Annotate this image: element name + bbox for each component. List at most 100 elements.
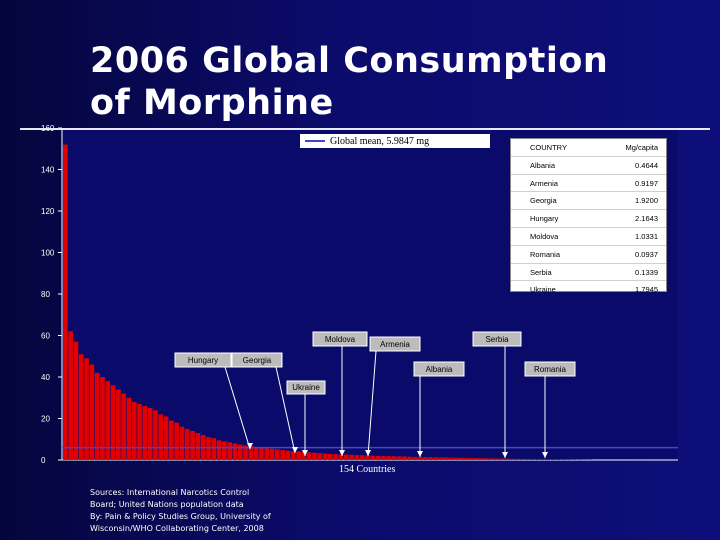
bar [137, 403, 142, 460]
bar [492, 458, 497, 460]
bar [338, 454, 344, 460]
annotation-box-hungary [174, 352, 232, 368]
bar [497, 458, 503, 460]
bar [428, 457, 434, 460]
annotation-box-armenia [369, 336, 421, 352]
bar [423, 457, 429, 460]
bar [402, 456, 407, 460]
bar [518, 458, 524, 460]
bar [550, 459, 556, 460]
bar [529, 459, 535, 460]
y-tick-label: 60 [41, 332, 50, 341]
bar [476, 458, 482, 460]
bar [312, 452, 317, 460]
bar [222, 441, 227, 460]
bar [328, 453, 333, 460]
bar [434, 457, 439, 460]
annotation-label-moldova: Moldova [325, 335, 356, 344]
bar [487, 458, 492, 460]
mean-legend-box [300, 134, 490, 148]
bar [386, 456, 391, 460]
annotation-box-georgia [231, 352, 283, 368]
bar [100, 377, 105, 460]
annotation-label-georgia: Georgia [243, 356, 272, 365]
bar [418, 456, 423, 460]
bar [253, 446, 259, 460]
annotation-arrowhead [247, 443, 253, 449]
bar [121, 393, 126, 460]
bar [275, 449, 280, 460]
bar [513, 458, 519, 460]
annotation-label-ukraine: Ukraine [292, 383, 320, 392]
annotation-arrowhead [502, 452, 508, 458]
bar [248, 446, 254, 460]
table-cell-value: 0.4644 [635, 160, 658, 170]
annotation-label-romania: Romania [534, 365, 567, 374]
bar [94, 372, 100, 460]
title-divider [20, 128, 710, 130]
table-cell-country: Ukraine [530, 285, 556, 295]
slide-title: 2006 Global Consumption of Morphine [90, 40, 710, 124]
bar [290, 451, 296, 460]
annotation-label-armenia: Armenia [380, 340, 410, 349]
bar [455, 457, 460, 460]
country-table: COUNTRY Mg/capita Albania 0.4644 Armenia 0.91… [510, 138, 667, 295]
annotation-label-hungary: Hungary [188, 356, 218, 365]
bar [375, 455, 381, 460]
bar [285, 450, 291, 460]
table-cell-value: 0.1339 [635, 267, 658, 277]
sources-line-1: Sources: International Narcotics Control [90, 488, 250, 497]
bar [349, 454, 354, 460]
bar [391, 456, 397, 460]
y-tick-label: 140 [41, 166, 55, 175]
bar [73, 341, 79, 460]
annotation-arrowhead [339, 450, 345, 456]
sources-line-4: Wisconsin/WHO Collaborating Center, 2008 [90, 524, 264, 533]
table-row: Georgia 1.9200 [511, 192, 666, 211]
bar [184, 428, 190, 460]
bar [232, 443, 238, 460]
bar [179, 426, 185, 460]
y-tick-label: 120 [41, 207, 55, 216]
bar [259, 447, 264, 460]
table-row: Armenia 0.9197 [511, 175, 666, 193]
bar [153, 410, 158, 460]
bar [407, 456, 413, 460]
bar [439, 457, 444, 460]
bar [190, 430, 195, 460]
table-cell-country: Hungary [530, 214, 559, 224]
table-cell-country: Romania [530, 249, 561, 259]
y-tick-label: 20 [41, 415, 50, 424]
title-line-1: 2006 Global Consumption [90, 41, 609, 81]
bar [481, 458, 487, 460]
y-tick-label: 80 [41, 290, 50, 299]
bar [460, 457, 466, 460]
table-cell-country: COUNTRY [530, 143, 567, 152]
annotation-arrowhead [365, 450, 371, 456]
annotation-arrowhead [542, 452, 548, 458]
table-header-row: COUNTRY Mg/capita [511, 139, 666, 157]
bar [343, 454, 349, 460]
table-cell-value: Mg/capita [625, 143, 658, 152]
y-tick-label: 40 [41, 373, 50, 382]
bar [354, 455, 360, 460]
table-cell-value: 0.0937 [635, 249, 658, 259]
bar [365, 455, 370, 460]
bar [508, 458, 513, 460]
bar [359, 455, 365, 460]
bar [444, 457, 450, 460]
bar [296, 451, 301, 460]
bar [449, 457, 455, 460]
sources-line-2: Board; United Nations population data [90, 500, 244, 509]
bar [63, 144, 68, 460]
bar [465, 457, 471, 460]
annotation-box-ukraine [286, 380, 326, 395]
bar [237, 444, 243, 460]
table-cell-country: Serbia [530, 267, 552, 277]
bar [502, 458, 508, 460]
y-tick-label: 0 [41, 456, 46, 465]
bar [68, 331, 73, 460]
bar [78, 354, 84, 460]
bar [322, 453, 328, 460]
bar [211, 438, 217, 460]
